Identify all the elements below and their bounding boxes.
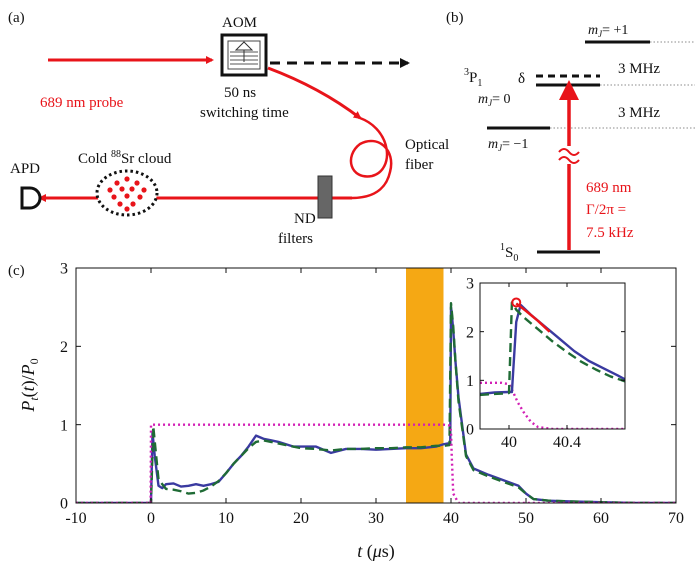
inset-y-tick-label: 0	[466, 422, 474, 439]
main-x-tick-label: 10	[218, 510, 234, 527]
state-upper: 3P1	[464, 67, 482, 89]
split-2-label: 3 MHz	[618, 105, 660, 121]
mj-plus-label: mJ= +1	[588, 23, 628, 39]
inset-chart: 40 40.4 0 1 2 3	[466, 276, 626, 451]
transition-arrowhead	[559, 80, 579, 100]
panel-b-label: (b)	[446, 10, 464, 26]
aom-time-value: 50 ns	[224, 85, 256, 101]
inset-axes-frame	[479, 282, 626, 430]
atom-cloud	[95, 169, 159, 217]
optical-fiber	[349, 116, 393, 200]
main-x-tick-label: 70	[668, 510, 684, 527]
main-x-tick-label: 30	[368, 510, 384, 527]
aom-label: AOM	[222, 15, 257, 31]
aom-time-label: switching time	[200, 105, 289, 121]
main-x-tick-label: 50	[518, 510, 534, 527]
main-series-green-dashed	[76, 302, 676, 503]
x-axis-label: t (μs)	[357, 541, 395, 562]
panel-a-label: (a)	[8, 10, 25, 26]
highlight-band	[406, 268, 444, 503]
main-x-tick-label: 60	[593, 510, 609, 527]
probe-label: 689 nm probe	[40, 95, 124, 111]
main-x-tick-label: 40	[443, 510, 459, 527]
main-y-tick-label: 3	[60, 261, 68, 278]
apd-detector	[20, 186, 42, 210]
main-x-tick-label: 20	[293, 510, 309, 527]
fiber-label-2: fiber	[405, 157, 433, 173]
mj-minus-label: mJ= −1	[488, 137, 528, 153]
main-y-tick-label: 0	[60, 496, 68, 513]
inset-series-red-solid	[515, 302, 551, 333]
diffracted-beam	[267, 66, 362, 120]
inset-series-green-dashed	[480, 301, 625, 397]
atom-dots	[107, 176, 147, 212]
linewidth-label-1: Γ/2π =	[586, 202, 626, 218]
main-x-tick-label: 0	[147, 510, 155, 527]
inset-series-magenta-dotted	[480, 381, 625, 429]
axis-break	[558, 148, 580, 164]
split-1-label: 3 MHz	[618, 61, 660, 77]
peak-marker	[511, 297, 522, 308]
inset-y-tick-label: 1	[466, 373, 474, 390]
main-y-tick-label: 2	[60, 339, 68, 356]
main-y-tick-label: 1	[60, 417, 68, 434]
inset-y-tick-label: 3	[466, 276, 474, 293]
aom-device	[220, 33, 268, 77]
main-series-magenta-dotted	[76, 423, 676, 503]
apd-label: APD	[10, 161, 40, 177]
mj-zero-label: mJ= 0	[478, 92, 511, 108]
cloud-label: Cold 88Sr cloud	[78, 149, 172, 167]
panel-c-label: (c)	[8, 263, 25, 279]
fiber-label-1: Optical	[405, 137, 449, 153]
state-lower: 1S0	[500, 242, 518, 264]
linewidth-label-2: 7.5 kHz	[586, 225, 634, 241]
wavelength-label: 689 nm	[586, 180, 632, 196]
main-plot-area	[76, 302, 676, 503]
nd-filter	[317, 175, 333, 219]
y-axis-label: Pt(t)/P0	[18, 358, 41, 412]
inset-y-tick-label: 2	[466, 324, 474, 341]
nd-label-2: filters	[278, 231, 313, 247]
main-x-tick-label: -10	[65, 510, 86, 527]
inset-plot-area	[480, 301, 625, 429]
panel-a: (a) 689 nm probe AOM 50 ns switching tim…	[8, 10, 449, 247]
inset-x-tick-label: 40.4	[553, 434, 581, 451]
panel-b: (b) 3P1 mJ= +1 3 MHz δ mJ= 0 3 MHz mJ= −…	[446, 10, 695, 264]
inset-background	[480, 283, 625, 429]
nd-label-1: ND	[294, 211, 316, 227]
main-series-blue-solid	[76, 305, 676, 503]
inset-x-tick-label: 40	[501, 434, 517, 451]
delta-label: δ	[518, 71, 525, 87]
